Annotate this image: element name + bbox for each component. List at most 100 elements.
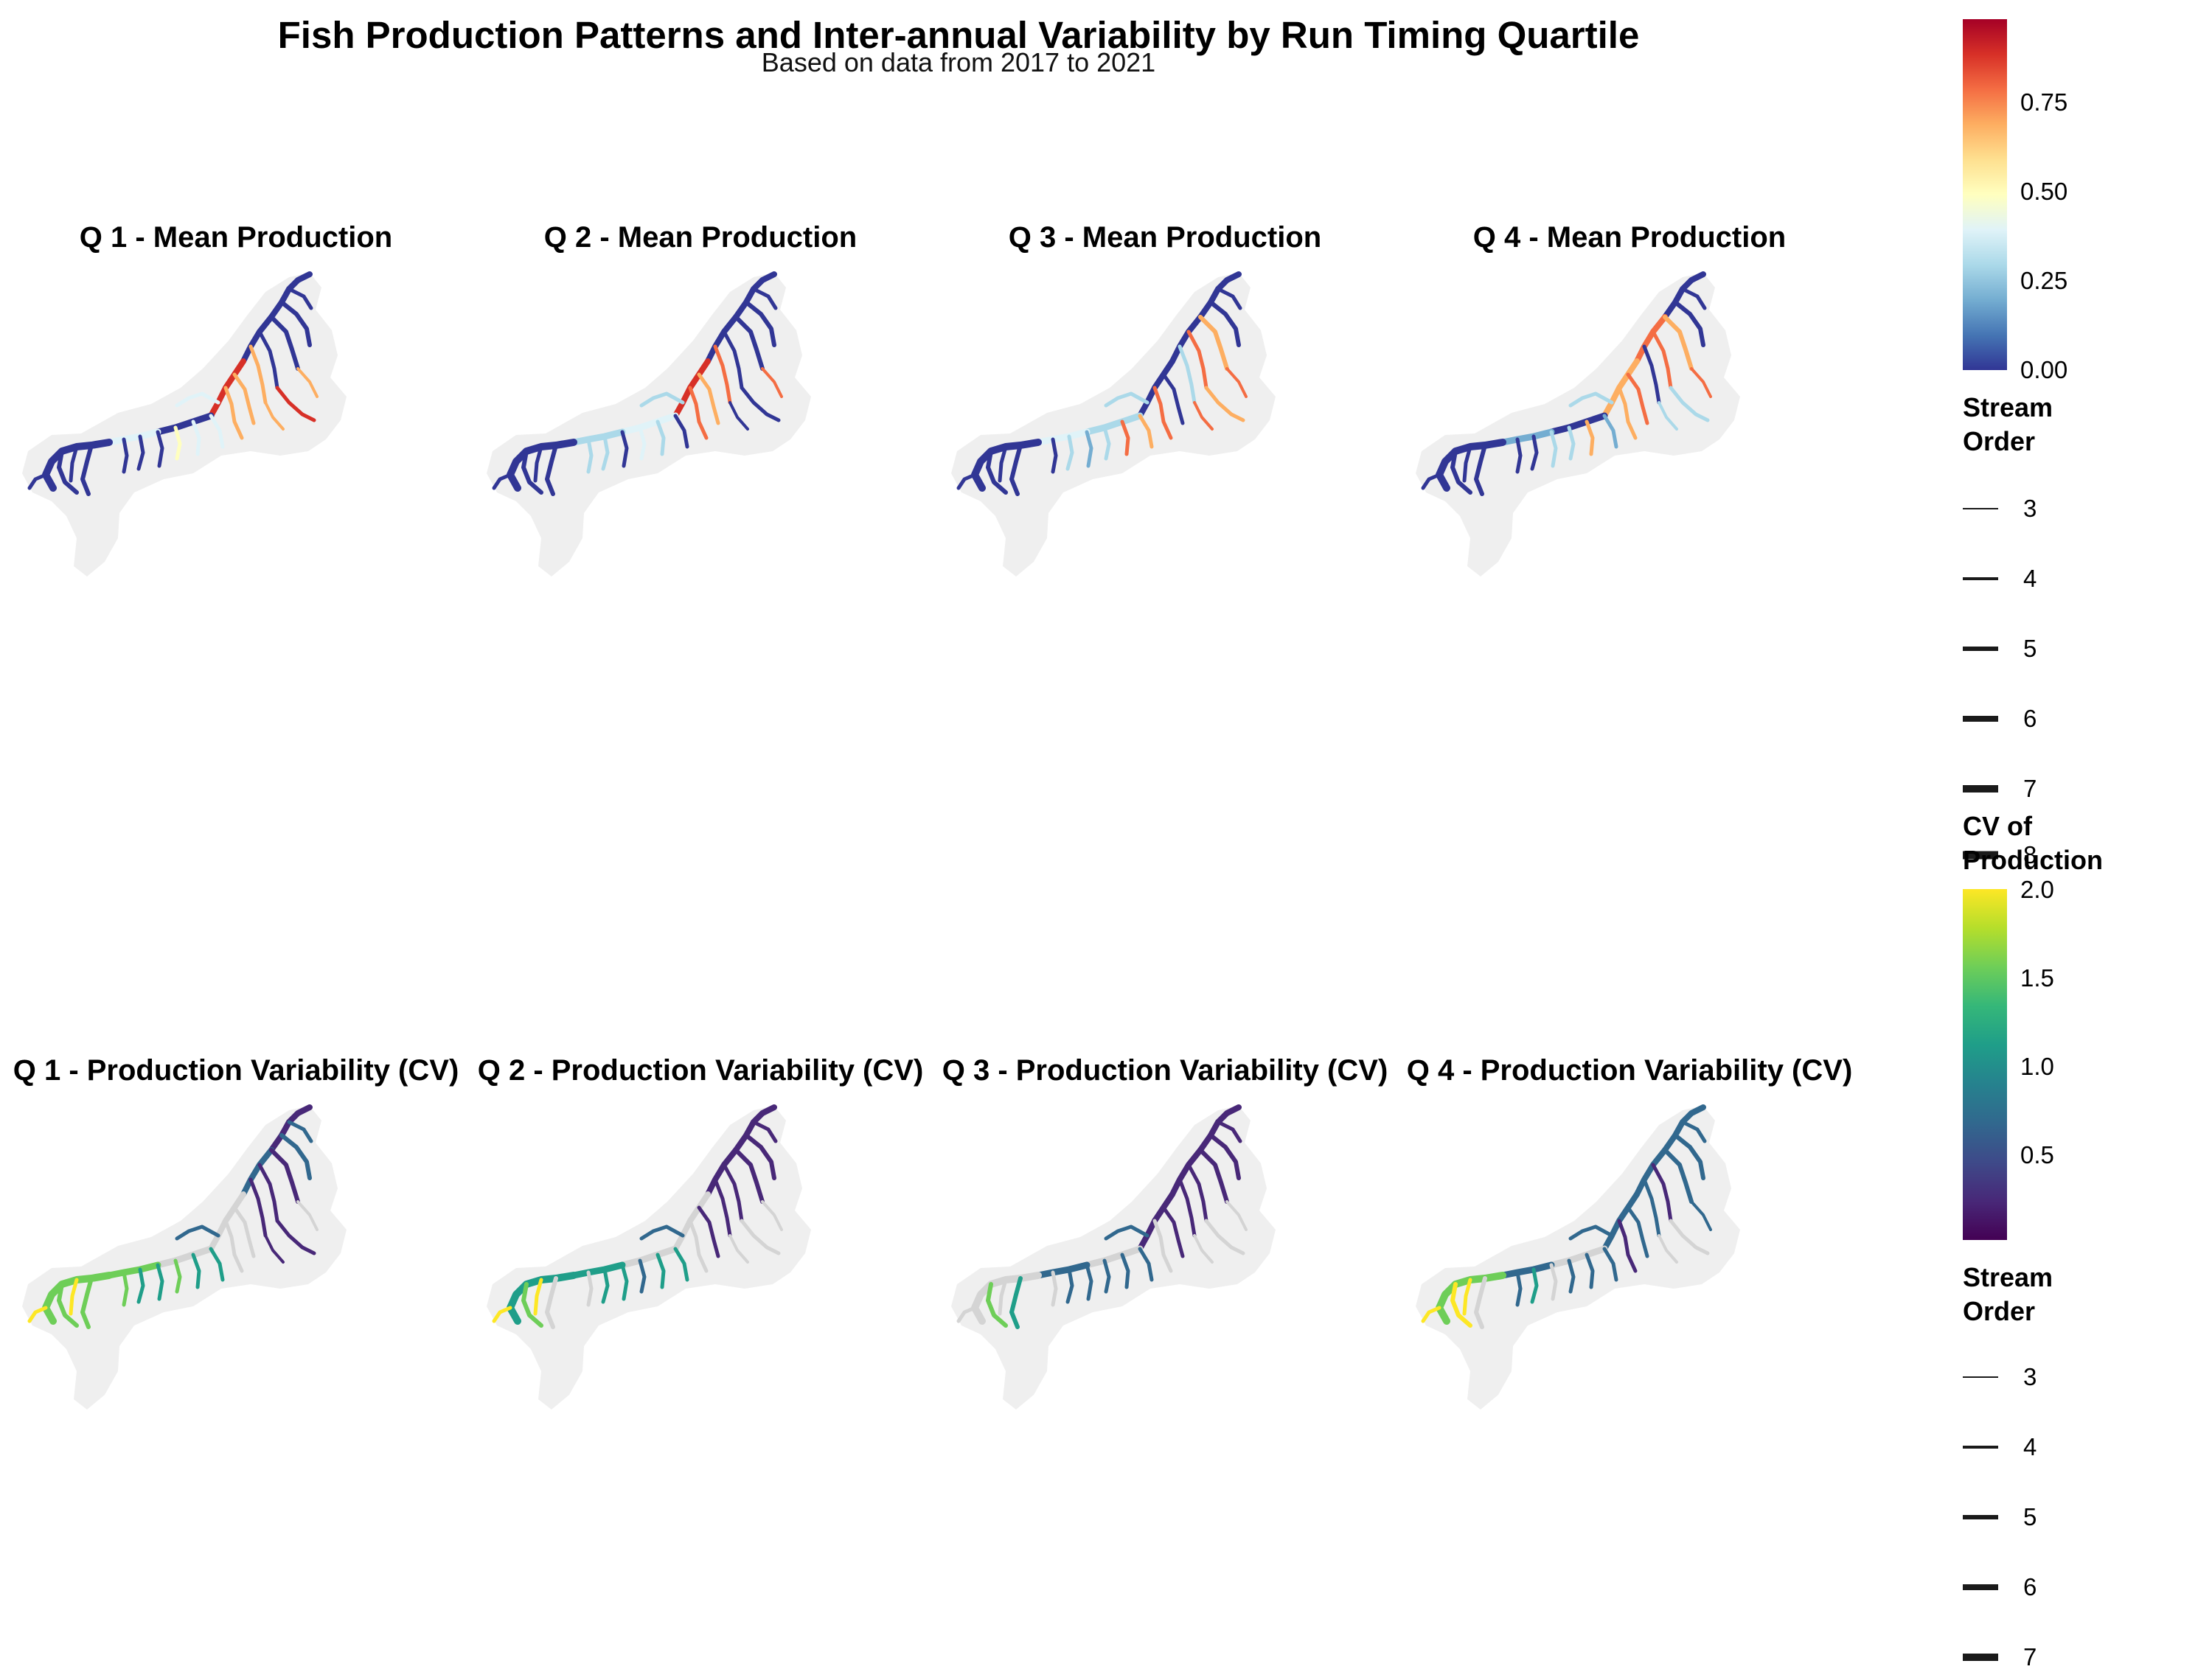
stream-order-label: 6 [2023,1573,2037,1600]
stream-segment [279,300,312,347]
stream-segment [296,367,319,398]
stream-segment [1161,1205,1185,1258]
stream-segment [1208,300,1241,347]
stream-segment [1690,367,1712,398]
stream-order-label: 6 [2023,705,2037,732]
stream-segment [1617,1219,1638,1273]
stream-segment [1462,445,1472,483]
stream-segment [619,412,679,436]
stream-segment [655,1253,666,1289]
stream-segment [728,1234,749,1264]
mean-panel-q4: Q 4 - Mean Production [1394,221,1865,612]
stream-segment [1530,1267,1539,1304]
stream-segment [1673,300,1705,347]
stream-segment [1178,1177,1197,1238]
stream-segment [1663,315,1694,371]
stream-segment [734,315,765,371]
stream-segment [713,344,732,405]
cv-panel-q4: Q 4 - Production Variability (CV) [1394,1054,1865,1445]
stream-order-label: 5 [2023,1503,2037,1530]
stream-segment [1065,434,1074,471]
stream-segment [744,1133,776,1180]
panel-title: Q 3 - Mean Production [1008,221,1322,254]
stream-segment [1673,1133,1705,1180]
stream-segment [1102,1258,1111,1294]
stream-segment [1567,1258,1576,1294]
stream-segment [1669,386,1710,422]
stream-segment [545,443,558,496]
stream-segment [688,386,709,440]
stream-segment [1626,372,1649,425]
stream-segment [1169,314,1203,364]
stream-segment [722,330,744,390]
stream-segment [1651,1163,1673,1223]
river-map [487,271,811,577]
stream-segment [638,425,647,461]
stream-segment [27,473,48,490]
stream-segment [1083,412,1144,436]
stream-segment [688,1219,709,1273]
stream-segment [1634,1147,1668,1197]
stream-segment [1120,419,1130,456]
stream-segment [1009,443,1023,496]
stream-segment [191,1253,201,1289]
stream-segment [1642,1177,1661,1238]
stream-order-key-7: 7 [1963,774,2066,804]
stream-segment [705,314,739,364]
stream-segment [156,430,164,468]
stream-segment [240,1147,274,1197]
stream-segment [1658,401,1678,431]
stream-order-legend-title: Stream Order [1963,392,2053,456]
stream-segment [956,473,977,490]
stream-segment [1225,1200,1248,1231]
stream-segment [601,434,610,471]
stream-segment [956,1306,977,1323]
panel-title: Q 4 - Production Variability (CV) [1406,1054,1853,1087]
stream-segment [1499,1261,1555,1279]
panel-title: Q 2 - Mean Production [543,221,858,254]
cv-tick-label: 2.0 [2020,876,2054,903]
stream-segment [545,1276,558,1329]
cv-panel-q3: Q 3 - Production Variability (CV) [929,1054,1401,1445]
stream-segment [1515,437,1523,474]
panel-title: Q 3 - Production Variability (CV) [942,1054,1388,1087]
stream-segment [191,419,201,456]
stream-segment [1204,386,1245,422]
stream-segment [713,1177,732,1238]
stream-segment [533,445,543,483]
stream-order-label: 7 [2023,775,2037,802]
stream-segment [1138,1247,1154,1282]
stream-segment [586,1270,594,1307]
stream-order-key-6: 6 [1963,1572,2066,1602]
stream-segment [1585,1253,1595,1289]
stream-segment [223,386,244,440]
stream-segment [492,1306,512,1323]
stream-segment [1034,428,1091,446]
stream-segment [1051,437,1058,474]
stream-segment [69,1278,79,1316]
stream-segment [705,1147,739,1197]
stream-segment [722,1163,744,1223]
stream-segment [744,300,776,347]
stream-segment [209,1247,225,1282]
panel-title: Q 1 - Mean Production [79,221,393,254]
stream-segment [279,1133,312,1180]
stream-segment [1186,1163,1208,1223]
stream-segment [57,449,79,495]
stream-segment [1663,1148,1694,1204]
stream-segment [275,386,316,422]
stream-segment [601,1267,610,1304]
stream-segment [264,1234,285,1264]
stream-segment [620,430,629,468]
stream-segment [619,1245,679,1269]
stream-segment [175,1225,220,1241]
mean-production-colorbar [1963,19,2007,370]
stream-segment [673,1247,689,1282]
stream-order-label: 3 [2023,1363,2037,1390]
mean-tick-label: 0.75 [2020,88,2068,116]
stream-segment [264,401,285,431]
panel-title: Q 2 - Production Variability (CV) [477,1054,924,1087]
stream-segment [1216,1120,1242,1143]
stream-segment [1138,414,1154,449]
stream-segment [173,1258,182,1294]
